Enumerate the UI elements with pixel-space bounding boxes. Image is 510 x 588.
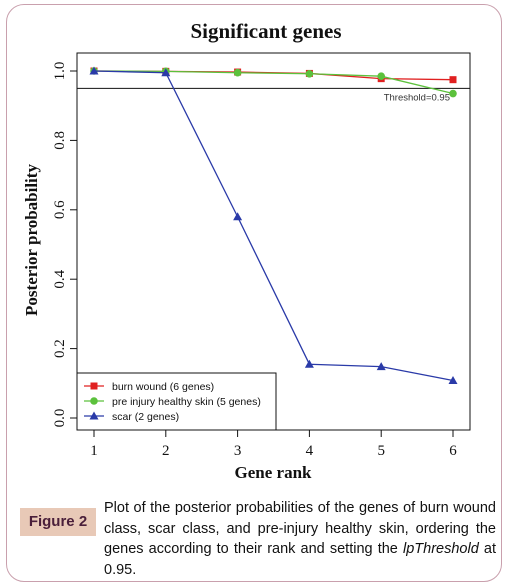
legend: burn wound (6 genes) pre injury healthy s…: [76, 372, 277, 431]
figure-frame: [6, 4, 502, 582]
y-tick-label: 0.0: [52, 409, 68, 428]
data-point: [305, 69, 314, 78]
legend-entry: pre injury healthy skin (5 genes): [112, 396, 261, 408]
x-tick-label: 4: [306, 443, 314, 459]
chart: Significant genes 1 2 3 4 5 60.00.20.40.60.81…: [22, 19, 471, 482]
x-tick-label: 5: [377, 443, 385, 459]
x-tick-label: 6: [449, 443, 457, 459]
x-tick-label: 2: [162, 443, 170, 459]
data-point: [376, 362, 386, 371]
x-tick-label: 3: [234, 443, 242, 459]
data-point: [448, 376, 458, 385]
data-point: [377, 72, 386, 81]
legend-swatch-marker: [90, 382, 98, 390]
caption-text-after: at 0.95.: [104, 541, 497, 578]
legend-entry: burn wound (6 genes): [112, 381, 214, 393]
data-point: [449, 76, 457, 84]
data-point: [161, 68, 171, 77]
y-axis-label: Posterior probability: [22, 164, 41, 316]
data-point: [89, 66, 99, 75]
legend-swatch-marker: [90, 397, 98, 405]
legend-entry: scar (2 genes): [112, 411, 179, 423]
caption-emphasis: lpThreshold: [403, 541, 479, 557]
figure-label: Figure 2: [20, 508, 96, 536]
series-group: [89, 66, 458, 385]
y-tick-label: 0.4: [52, 269, 68, 288]
axes: 1 2 3 4 5 6 0.0 0.2 0.4 0.6 0.8 1.0: [52, 62, 457, 459]
data-point: [233, 212, 243, 221]
legend-box: [76, 372, 277, 431]
series-line: [93, 70, 454, 382]
series-line: [93, 70, 454, 95]
threshold-label: Threshold=0.95: [384, 92, 450, 103]
caption-text-before: Plot of the posterior probabilities of t…: [104, 500, 496, 557]
data-point: [449, 89, 457, 98]
chart-title: Significant genes: [190, 19, 341, 43]
data-point: [233, 68, 242, 77]
legend-swatch-marker: [89, 411, 99, 420]
data-point: [304, 359, 314, 368]
y-tick-label: 0.8: [52, 131, 68, 150]
y-tick-label: 0.2: [52, 339, 68, 358]
x-axis-label: Gene rank: [235, 463, 313, 482]
x-tick-label: 1: [90, 443, 98, 459]
figure-caption: Figure 2 Plot of the posterior probabili…: [20, 498, 498, 584]
y-tick-label: 0.6: [52, 200, 68, 219]
figure-caption-text: Plot of the posterior probabilities of t…: [104, 498, 496, 580]
series-triangle: [89, 66, 458, 385]
y-tick-label: 1.0: [52, 62, 68, 81]
